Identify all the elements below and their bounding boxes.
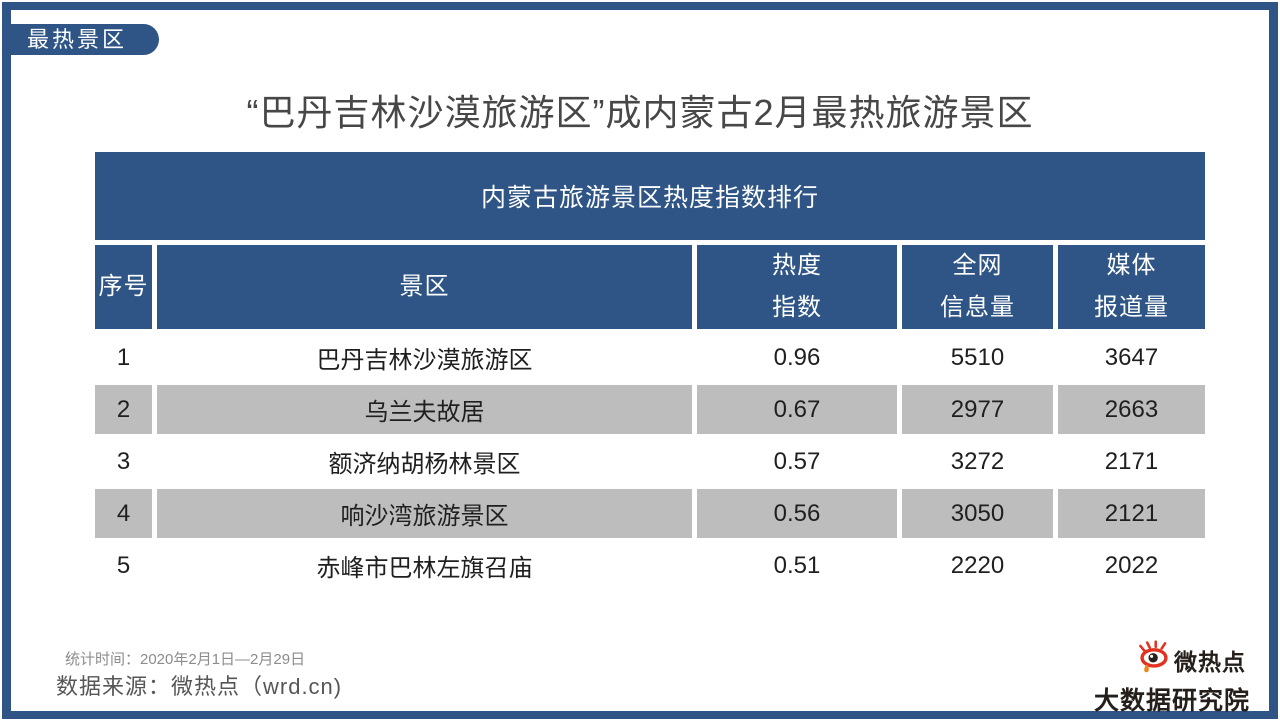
page-title: “巴丹吉林沙漠旅游区”成内蒙古2月最热旅游景区 [246,92,1034,133]
cell-rank: 5 [95,541,157,593]
column-header-total-info: 全网 信息量 [902,245,1058,333]
table-row: 4 响沙湾旅游景区 0.56 3050 2121 [95,489,1205,541]
table-row: 5 赤峰市巴林左旗召庙 0.51 2220 2022 [95,541,1205,593]
cell-heat-index: 0.56 [697,489,902,541]
cell-total-info: 3272 [902,437,1058,489]
logo-top-row: 微热点 [1088,640,1250,679]
cell-media-reports: 3647 [1058,333,1205,385]
eye-icon [1137,640,1171,679]
cell-rank: 4 [95,489,157,541]
cell-scenic-area: 乌兰夫故居 [157,385,697,437]
cell-scenic-area: 巴丹吉林沙漠旅游区 [157,333,697,385]
cell-media-reports: 2171 [1058,437,1205,489]
cell-scenic-area: 响沙湾旅游景区 [157,489,697,541]
cell-rank: 1 [95,333,157,385]
logo-subtitle: 大数据研究院 [1093,687,1250,715]
frame-bar-right [1269,2,1278,719]
data-source-note: 数据来源：微热点（wrd.cn) [56,674,343,699]
cell-media-reports: 2663 [1058,385,1205,437]
logo-name: 微热点 [1174,648,1246,675]
cell-scenic-area: 赤峰市巴林左旗召庙 [157,541,697,593]
column-header-rank: 序号 [95,245,157,333]
frame-bar-bottom [2,711,1278,719]
cell-heat-index: 0.96 [697,333,902,385]
table-row: 3 额济纳胡杨林景区 0.57 3272 2171 [95,437,1205,489]
table-header-row: 序号 景区 热度 指数 全网 信息量 [95,245,1205,333]
frame-bar-left [2,2,11,719]
stat-time-note: 统计时间：2020年2月1日—2月29日 [65,651,306,668]
cell-heat-index: 0.51 [697,541,902,593]
section-badge-label: 最热景区 [27,26,128,52]
cell-total-info: 5510 [902,333,1058,385]
table-caption: 内蒙古旅游景区热度指数排行 [95,152,1205,240]
column-header-heat-index: 热度 指数 [697,245,902,333]
cell-total-info: 3050 [902,489,1058,541]
cell-media-reports: 2022 [1058,541,1205,593]
table-row: 2 乌兰夫故居 0.67 2977 2663 [95,385,1205,437]
column-header-media-reports: 媒体 报道量 [1058,245,1205,333]
cell-total-info: 2220 [902,541,1058,593]
frame-bar-top [2,2,1278,10]
section-badge: 最热景区 [11,24,159,55]
cell-media-reports: 2121 [1058,489,1205,541]
cell-total-info: 2977 [902,385,1058,437]
cell-scenic-area: 额济纳胡杨林景区 [157,437,697,489]
table-row: 1 巴丹吉林沙漠旅游区 0.96 5510 3647 [95,333,1205,385]
ranking-table-grid: 序号 景区 热度 指数 全网 信息量 [95,245,1205,593]
cell-heat-index: 0.67 [697,385,902,437]
cell-rank: 3 [95,437,157,489]
ranking-table: 内蒙古旅游景区热度指数排行 序号 景区 热度 指数 [95,152,1205,593]
cell-rank: 2 [95,385,157,437]
weiredian-logo: 微热点 大数据研究院 [1088,640,1250,717]
column-header-scenic-area: 景区 [157,245,697,333]
cell-heat-index: 0.57 [697,437,902,489]
